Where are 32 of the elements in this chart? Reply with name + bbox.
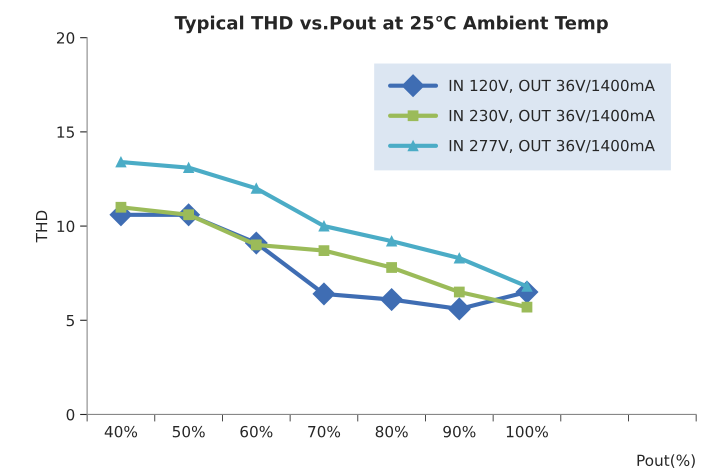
legend-label: IN 230V, OUT 36V/1400mA — [450, 110, 655, 123]
y-tick-label: 10 — [58, 220, 74, 232]
point — [454, 286, 465, 298]
y-tick-label: 5 — [66, 314, 74, 326]
point — [312, 282, 336, 306]
point — [386, 262, 398, 273]
y-tick-label: 15 — [58, 126, 74, 138]
x-tick-label: 70% — [308, 426, 340, 438]
x-tick-label: 80% — [376, 426, 408, 438]
point — [116, 156, 126, 168]
x-tick-label: 40% — [104, 426, 138, 438]
point — [454, 252, 465, 264]
x-tick-label: 50% — [172, 426, 205, 438]
point — [250, 183, 262, 194]
y-tick-label: 20 — [56, 32, 74, 44]
point — [318, 245, 330, 256]
x-tick-label: 90% — [443, 426, 476, 438]
point — [380, 288, 403, 311]
point — [448, 298, 471, 320]
point — [183, 162, 194, 174]
x-axis-title: Pout(%) — [638, 454, 695, 468]
y-tick-label: 0 — [66, 408, 74, 420]
legend-label: IN 277V, OUT 36V/1400mA — [450, 140, 655, 153]
x-tick-label: 60% — [240, 426, 272, 438]
x-tick-label: 100% — [506, 426, 548, 438]
point — [116, 202, 126, 213]
point — [318, 220, 330, 232]
chart-title: Typical THD vs.Pout at 25℃ Ambient Temp — [174, 16, 608, 34]
y-axis-title: THD — [36, 210, 48, 242]
point — [522, 302, 532, 312]
point — [386, 236, 398, 247]
legend-label: IN 120V, OUT 36V/1400mA — [450, 80, 655, 93]
